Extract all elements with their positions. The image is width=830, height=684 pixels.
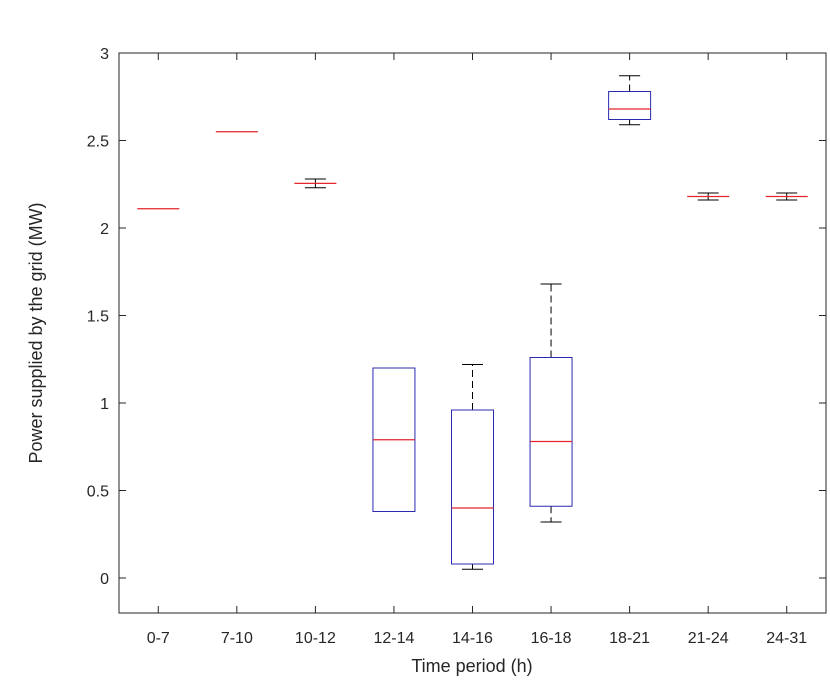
y-axis-label: Power supplied by the grid (MW) [26,202,46,463]
box-21-24 [687,192,730,201]
x-tick-label: 0-7 [147,630,170,647]
y-tick-label: 1 [100,396,109,413]
box-iqr [451,409,494,565]
y-tick-label: 2 [100,221,109,238]
y-tick-label: 1.5 [87,309,109,326]
plot-area [118,52,827,614]
x-tick-label: 7-10 [221,630,253,647]
y-tick-label: 2.5 [87,134,109,151]
box-24-31 [765,192,808,201]
x-axis-ticks: 0-7 7-10 10-12 12-14 14-16 16-18 18-21 21-24 24-… [147,53,807,647]
y-tick-label: 0 [100,571,109,588]
x-tick-label: 10-12 [295,630,336,647]
x-tick-label: 21-24 [688,630,729,647]
x-tick-label: 18-21 [609,630,650,647]
y-axis-ticks: 0 0.5 1 1.5 2 2.5 3 [87,46,826,588]
x-tick-label: 16-18 [531,630,572,647]
box-16-18 [529,283,573,523]
box-14-16 [451,364,494,570]
boxes-group [137,75,808,570]
box-18-21 [608,75,652,126]
x-tick-label: 24-31 [766,630,807,647]
x-axis-label: Time period (h) [411,656,532,676]
x-tick-label: 12-14 [373,630,414,647]
box-12-14 [372,367,416,512]
x-tick-label: 14-16 [452,630,493,647]
y-tick-label: 0.5 [87,484,109,501]
box-iqr [608,91,652,120]
y-tick-label: 3 [100,46,109,63]
box-iqr [529,357,573,507]
box-10-12 [294,178,337,189]
